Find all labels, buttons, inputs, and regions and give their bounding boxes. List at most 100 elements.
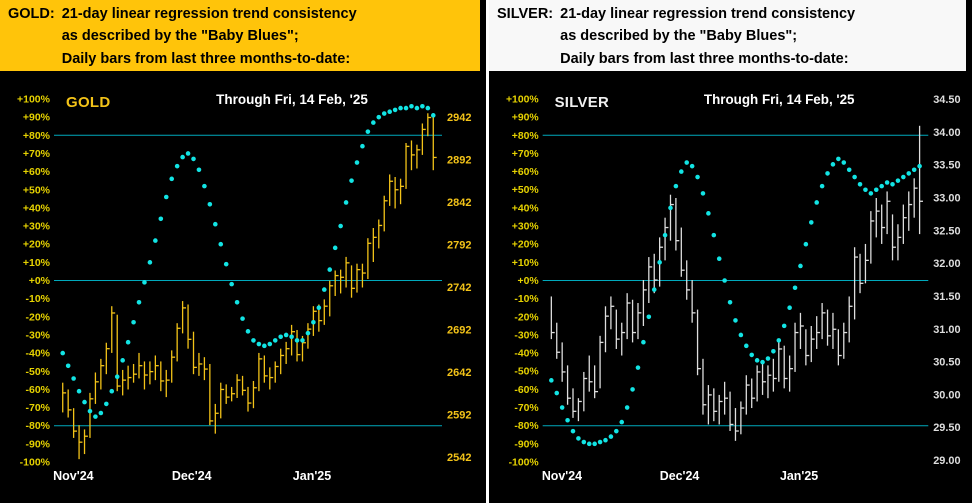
chart-subtitle: Through Fri, 14 Feb, '25	[216, 92, 368, 107]
svg-text:-40%: -40%	[25, 348, 50, 360]
svg-text:30.50: 30.50	[933, 357, 960, 369]
svg-text:Jan'25: Jan'25	[780, 469, 818, 483]
svg-text:32.00: 32.00	[933, 258, 960, 270]
svg-text:-20%: -20%	[25, 311, 50, 323]
svg-text:32.50: 32.50	[933, 225, 960, 237]
svg-text:31.00: 31.00	[933, 324, 960, 336]
reference-lines	[54, 134, 442, 427]
svg-text:Dec'24: Dec'24	[660, 469, 700, 483]
gold-header-line3: Daily bars from last three months-to-dat…	[61, 50, 351, 67]
svg-text:+80%: +80%	[512, 131, 540, 142]
svg-text:+50%: +50%	[512, 185, 540, 196]
svg-text:34.00: 34.00	[933, 127, 960, 139]
svg-text:2692: 2692	[447, 324, 471, 336]
svg-text:-90%: -90%	[25, 438, 50, 450]
svg-text:+70%: +70%	[512, 149, 540, 160]
baby-blues-dots	[60, 103, 436, 419]
svg-text:+20%: +20%	[23, 239, 51, 251]
svg-text:2842: 2842	[447, 197, 471, 209]
gold-symbol-label: GOLD:	[8, 6, 55, 22]
gold-header-line2: as described by the "Baby Blues";	[61, 28, 299, 45]
price-axis-labels: 2942 2892 2842 2792 2742 2692 2642 2592 2542	[447, 112, 471, 464]
svg-text:+90%: +90%	[23, 112, 51, 124]
svg-text:2592: 2592	[447, 409, 471, 421]
svg-text:33.00: 33.00	[933, 192, 960, 204]
svg-text:2942: 2942	[447, 112, 471, 124]
svg-text:29.00: 29.00	[933, 455, 960, 467]
svg-text:31.50: 31.50	[933, 291, 960, 303]
svg-text:+70%: +70%	[23, 148, 51, 160]
svg-text:Jan'25: Jan'25	[293, 469, 331, 483]
svg-text:+80%: +80%	[23, 130, 51, 142]
svg-text:-60%: -60%	[514, 385, 539, 396]
svg-text:-50%: -50%	[514, 367, 539, 378]
svg-text:+100%: +100%	[506, 94, 539, 105]
svg-text:Nov'24: Nov'24	[542, 469, 582, 483]
svg-text:-80%: -80%	[25, 420, 50, 432]
silver-chart-area: +100% +90% +80% +70% +60% +50% +40% +30% +20% +10…	[489, 71, 972, 503]
svg-text:+60%: +60%	[512, 167, 540, 178]
silver-header-line3: Daily bars from last three months-to-dat…	[560, 50, 849, 67]
month-axis-labels: Nov'24 Dec'24 Jan'25	[542, 469, 818, 483]
svg-text:-30%: -30%	[514, 330, 539, 341]
svg-text:+60%: +60%	[23, 166, 51, 178]
svg-text:34.50: 34.50	[933, 94, 960, 106]
gold-header-line1: 21-day linear regression trend consisten…	[61, 6, 357, 22]
svg-text:+0%: +0%	[29, 275, 51, 287]
percent-axis-labels: +100% +90% +80% +70% +60% +50% +40% +30% +20% +10…	[506, 94, 539, 468]
svg-text:-40%: -40%	[514, 349, 539, 360]
chart-subtitle: Through Fri, 14 Feb, '25	[704, 92, 855, 107]
chart-title: SILVER	[555, 94, 609, 111]
svg-text:-70%: -70%	[25, 402, 50, 414]
svg-text:+20%: +20%	[512, 240, 540, 251]
price-bars	[550, 125, 923, 441]
chart-title: GOLD	[66, 94, 111, 111]
svg-text:-10%: -10%	[25, 293, 50, 305]
silver-header: SILVER: 21-day linear regression trend c…	[489, 0, 966, 71]
svg-text:-100%: -100%	[20, 457, 51, 469]
svg-text:-100%: -100%	[509, 457, 540, 468]
svg-text:+30%: +30%	[23, 221, 51, 233]
svg-text:+10%: +10%	[512, 258, 540, 269]
svg-text:33.50: 33.50	[933, 160, 960, 172]
svg-text:-60%: -60%	[25, 384, 50, 396]
svg-text:-10%: -10%	[514, 294, 539, 305]
svg-text:2642: 2642	[447, 367, 471, 379]
gold-chart-area: +100% +90% +80% +70% +60% +50% +40% +30% +20% +10…	[0, 71, 486, 503]
svg-text:+0%: +0%	[518, 276, 540, 287]
silver-header-line1: 21-day linear regression trend consisten…	[560, 6, 856, 22]
svg-text:2742: 2742	[447, 282, 471, 294]
svg-text:-90%: -90%	[514, 439, 539, 450]
baby-blues-dots	[549, 156, 922, 447]
gold-chart: +100% +90% +80% +70% +60% +50% +40% +30% +20% +10…	[17, 92, 471, 483]
silver-symbol-label: SILVER:	[497, 6, 554, 22]
svg-text:-50%: -50%	[25, 366, 50, 378]
svg-text:+100%: +100%	[17, 94, 51, 106]
percent-axis-labels: +100% +90% +80% +70% +60% +50% +40% +30% +20% +10…	[17, 94, 51, 469]
svg-text:29.50: 29.50	[933, 422, 960, 434]
svg-text:+40%: +40%	[512, 203, 540, 214]
svg-text:-70%: -70%	[514, 403, 539, 414]
svg-text:2892: 2892	[447, 155, 471, 167]
price-axis-labels: 34.50 34.00 33.50 33.00 32.50 32.00 31.50 31.00…	[933, 94, 960, 467]
silver-header-line2: as described by the "Baby Blues";	[560, 28, 798, 45]
svg-text:+50%: +50%	[23, 184, 51, 196]
svg-text:+90%: +90%	[512, 113, 540, 124]
silver-panel: SILVER: 21-day linear regression trend c…	[489, 0, 975, 503]
svg-text:Dec'24: Dec'24	[172, 469, 212, 483]
svg-text:30.00: 30.00	[933, 389, 960, 401]
gold-panel: GOLD: 21-day linear regression trend con…	[0, 0, 489, 503]
month-axis-labels: Nov'24 Dec'24 Jan'25	[53, 469, 331, 483]
gold-header: GOLD: 21-day linear regression trend con…	[0, 0, 480, 71]
svg-text:Nov'24: Nov'24	[53, 469, 94, 483]
svg-text:+30%: +30%	[512, 222, 540, 233]
svg-text:2542: 2542	[447, 452, 471, 464]
silver-chart: +100% +90% +80% +70% +60% +50% +40% +30% +20% +10…	[506, 92, 961, 483]
svg-text:-80%: -80%	[514, 421, 539, 432]
svg-text:+10%: +10%	[23, 257, 51, 269]
svg-text:2792: 2792	[447, 239, 471, 251]
svg-text:-20%: -20%	[514, 312, 539, 323]
svg-text:+40%: +40%	[23, 202, 51, 214]
svg-text:-30%: -30%	[25, 329, 50, 341]
